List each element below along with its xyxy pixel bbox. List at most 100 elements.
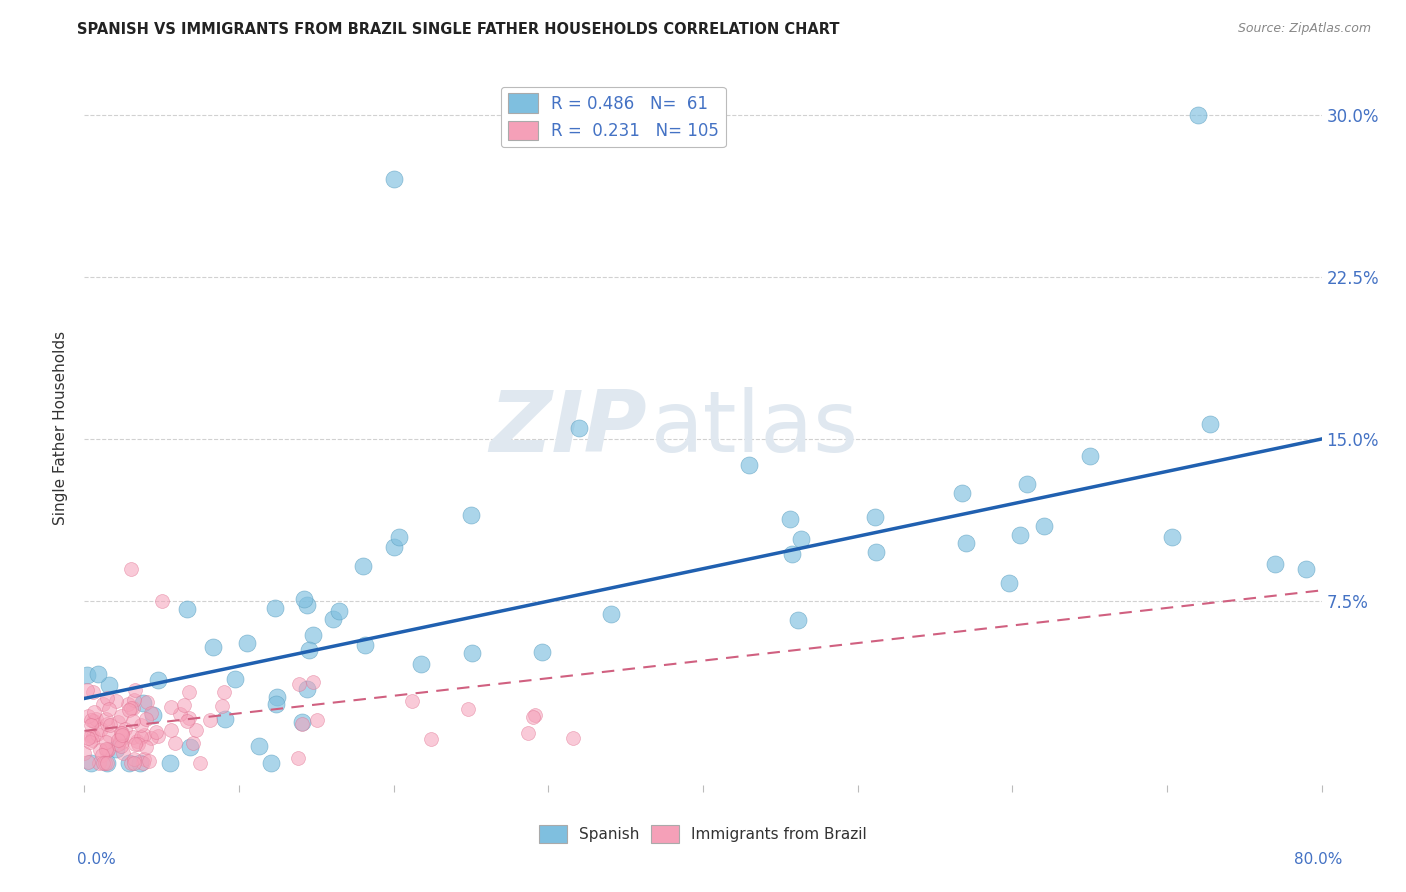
Point bbox=[96, 744, 118, 758]
Point bbox=[77, 731, 100, 745]
Point bbox=[1161, 530, 1184, 544]
Point bbox=[457, 702, 479, 716]
Point bbox=[129, 730, 152, 744]
Point bbox=[76, 682, 98, 697]
Point bbox=[291, 716, 314, 731]
Point bbox=[132, 696, 155, 710]
Point bbox=[121, 714, 143, 728]
Text: SPANISH VS IMMIGRANTS FROM BRAZIL SINGLE FATHER HOUSEHOLDS CORRELATION CHART: SPANISH VS IMMIGRANTS FROM BRAZIL SINGLE… bbox=[77, 22, 839, 37]
Point bbox=[87, 756, 110, 771]
Point bbox=[173, 698, 195, 712]
Point bbox=[94, 734, 117, 748]
Point bbox=[100, 718, 122, 732]
Point bbox=[129, 717, 152, 731]
Point bbox=[568, 421, 591, 435]
Point bbox=[77, 755, 100, 769]
Point bbox=[146, 673, 169, 687]
Point bbox=[117, 697, 139, 711]
Point bbox=[176, 602, 198, 616]
Text: 0.0%: 0.0% bbox=[77, 852, 117, 867]
Point bbox=[264, 697, 287, 711]
Point bbox=[460, 508, 482, 522]
Point bbox=[190, 756, 212, 771]
Text: atlas: atlas bbox=[651, 386, 859, 470]
Point bbox=[89, 743, 111, 757]
Point bbox=[138, 754, 160, 768]
Point bbox=[90, 722, 112, 736]
Point bbox=[950, 486, 973, 500]
Point bbox=[77, 709, 100, 723]
Point bbox=[786, 614, 808, 628]
Point bbox=[1008, 528, 1031, 542]
Point bbox=[104, 742, 127, 756]
Text: ZIP: ZIP bbox=[489, 386, 647, 470]
Point bbox=[118, 756, 141, 771]
Point bbox=[292, 592, 315, 607]
Point bbox=[97, 743, 120, 757]
Point bbox=[169, 706, 191, 721]
Point bbox=[291, 714, 314, 729]
Point bbox=[1187, 107, 1209, 121]
Point bbox=[236, 636, 259, 650]
Point bbox=[263, 600, 285, 615]
Point bbox=[80, 756, 103, 771]
Point bbox=[198, 713, 221, 727]
Point bbox=[401, 694, 423, 708]
Point bbox=[179, 711, 201, 725]
Point bbox=[124, 737, 146, 751]
Point bbox=[84, 712, 107, 726]
Point bbox=[134, 728, 156, 742]
Point bbox=[91, 697, 114, 711]
Point bbox=[599, 607, 621, 621]
Point bbox=[125, 733, 148, 747]
Point bbox=[86, 666, 108, 681]
Point bbox=[120, 701, 142, 715]
Point bbox=[1295, 562, 1317, 576]
Point bbox=[181, 736, 204, 750]
Point bbox=[132, 752, 155, 766]
Point bbox=[184, 723, 207, 738]
Point bbox=[1033, 519, 1056, 533]
Point bbox=[179, 685, 201, 699]
Point bbox=[150, 594, 173, 608]
Point bbox=[96, 756, 118, 771]
Point bbox=[524, 708, 547, 723]
Point bbox=[780, 547, 803, 561]
Point bbox=[388, 530, 411, 544]
Point bbox=[328, 604, 350, 618]
Point bbox=[139, 706, 162, 720]
Point bbox=[132, 756, 155, 771]
Point bbox=[295, 598, 318, 612]
Point bbox=[302, 628, 325, 642]
Point bbox=[110, 739, 132, 754]
Point bbox=[124, 693, 146, 707]
Point bbox=[382, 172, 405, 186]
Point bbox=[80, 729, 103, 743]
Point bbox=[121, 701, 143, 715]
Point bbox=[114, 723, 136, 737]
Point bbox=[531, 645, 554, 659]
Text: Source: ZipAtlas.com: Source: ZipAtlas.com bbox=[1237, 22, 1371, 36]
Point bbox=[73, 746, 96, 760]
Point bbox=[118, 703, 141, 717]
Point bbox=[111, 728, 134, 742]
Point bbox=[107, 737, 129, 751]
Point bbox=[111, 747, 134, 761]
Point bbox=[110, 725, 132, 739]
Point bbox=[322, 612, 344, 626]
Point bbox=[955, 535, 977, 549]
Point bbox=[145, 724, 167, 739]
Point bbox=[298, 642, 321, 657]
Point bbox=[998, 575, 1021, 590]
Point bbox=[160, 700, 183, 714]
Point bbox=[214, 712, 236, 726]
Point bbox=[124, 682, 146, 697]
Point bbox=[163, 736, 186, 750]
Point bbox=[97, 701, 120, 715]
Point bbox=[738, 458, 761, 472]
Point bbox=[80, 717, 103, 731]
Point bbox=[141, 731, 163, 745]
Point bbox=[97, 678, 120, 692]
Point bbox=[110, 708, 132, 723]
Point bbox=[865, 545, 887, 559]
